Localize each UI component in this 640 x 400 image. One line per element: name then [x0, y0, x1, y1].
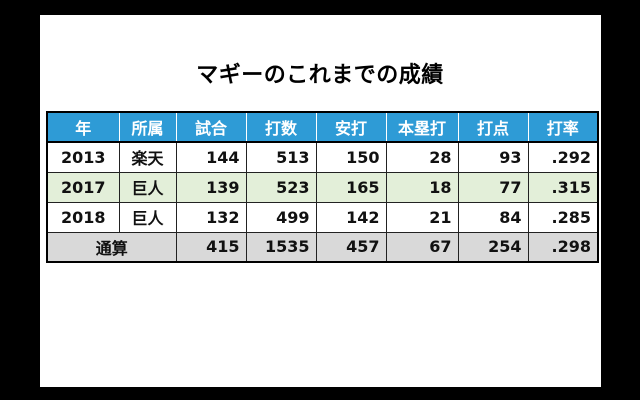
home-runs-cell: 28: [385, 141, 459, 173]
year-cell: 2017: [46, 171, 120, 203]
year-cell: 2018: [46, 201, 120, 233]
team-cell: 巨人: [118, 171, 177, 203]
avg-cell: .298: [527, 231, 599, 263]
column-header-games: 試合: [175, 111, 247, 143]
home-runs-cell: 67: [385, 231, 459, 263]
rbi-cell: 254: [457, 231, 529, 263]
hits-cell: 142: [315, 201, 387, 233]
page-title: マギーのこれまでの成績: [196, 63, 444, 88]
at-bats-cell: 523: [245, 171, 317, 203]
table-row: 2018 巨人 132 499 142 21 84 .285: [46, 201, 599, 233]
total-label: 通算: [46, 231, 177, 263]
games-cell: 139: [175, 171, 247, 203]
table-header-row: 年 所属 試合 打数 安打 本塁打 打点 打率: [46, 111, 599, 143]
at-bats-cell: 1535: [245, 231, 317, 263]
at-bats-cell: 513: [245, 141, 317, 173]
games-cell: 415: [175, 231, 247, 263]
avg-cell: .285: [527, 201, 599, 233]
year-cell: 2013: [46, 141, 120, 173]
column-header-hits: 安打: [315, 111, 387, 143]
table-row: 2017 巨人 139 523 165 18 77 .315: [46, 171, 599, 203]
total-row: 通算 415 1535 457 67 254 .298: [46, 231, 599, 263]
avg-cell: .292: [527, 141, 599, 173]
hits-cell: 457: [315, 231, 387, 263]
games-cell: 132: [175, 201, 247, 233]
avg-cell: .315: [527, 171, 599, 203]
team-cell: 巨人: [118, 201, 177, 233]
at-bats-cell: 499: [245, 201, 317, 233]
column-header-team: 所属: [118, 111, 177, 143]
column-header-avg: 打率: [527, 111, 599, 143]
hits-cell: 165: [315, 171, 387, 203]
column-header-rbi: 打点: [457, 111, 529, 143]
table-row: 2013 楽天 144 513 150 28 93 .292: [46, 141, 599, 173]
column-header-year: 年: [46, 111, 120, 143]
hits-cell: 150: [315, 141, 387, 173]
team-cell: 楽天: [118, 141, 177, 173]
rbi-cell: 77: [457, 171, 529, 203]
games-cell: 144: [175, 141, 247, 173]
rbi-cell: 93: [457, 141, 529, 173]
column-header-home-runs: 本塁打: [385, 111, 459, 143]
column-header-at-bats: 打数: [245, 111, 317, 143]
stats-table: 年 所属 試合 打数 安打 本塁打 打点 打率 2013 楽天 144 513 …: [46, 111, 599, 263]
home-runs-cell: 21: [385, 201, 459, 233]
rbi-cell: 84: [457, 201, 529, 233]
home-runs-cell: 18: [385, 171, 459, 203]
